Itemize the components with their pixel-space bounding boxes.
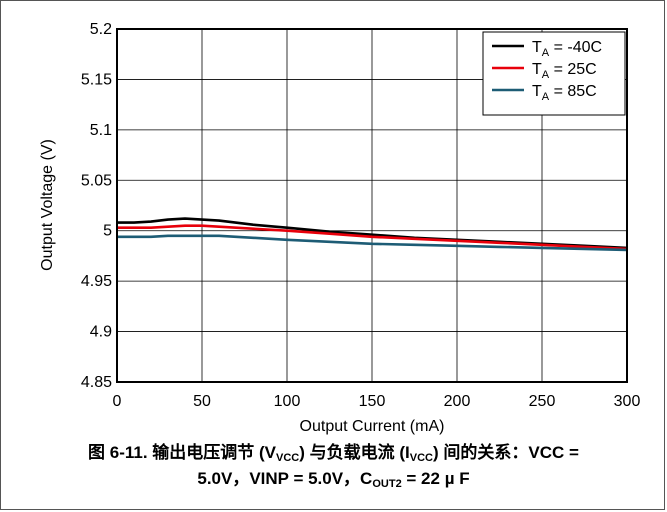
caption-subscript: VCC xyxy=(276,452,300,464)
series-line-2 xyxy=(117,234,628,252)
caption-text: ) 与负载电流 (I xyxy=(299,443,410,462)
x-tick-label: 100 xyxy=(274,393,301,410)
x-tick-label: 150 xyxy=(359,393,386,410)
caption-text: = 22 µ F xyxy=(401,469,470,488)
caption-subscript: OUT2 xyxy=(372,478,402,490)
caption-subscript: VCC xyxy=(409,452,433,464)
caption-line-2: 5.0V，VINP = 5.0V，COUT2 = 22 µ F xyxy=(10,466,657,492)
y-tick-label: 4.9 xyxy=(90,324,112,341)
x-tick-label: 250 xyxy=(529,393,556,410)
y-tick-label: 5.05 xyxy=(81,172,112,189)
y-tick-label: 4.85 xyxy=(81,374,112,391)
x-axis-label: Output Current (mA) xyxy=(300,418,445,435)
y-tick-label: 5.2 xyxy=(90,21,112,38)
y-tick-labels: 4.85 4.9 4.95 5 5.05 5.1 5.15 5.2 xyxy=(81,21,112,391)
series-line-1 xyxy=(117,224,628,251)
y-tick-label: 5 xyxy=(103,223,112,240)
caption-text: 图 6-11. 输出电压调节 (V xyxy=(88,443,277,462)
x-tick-label: 200 xyxy=(444,393,471,410)
y-tick-label: 5.1 xyxy=(90,122,112,139)
series-lines xyxy=(117,217,628,252)
x-tick-labels: 0 50 100 150 200 250 300 xyxy=(113,393,641,410)
caption-text: 5.0V，VINP = 5.0V，C xyxy=(197,469,373,488)
legend-label-0: TA = -40C xyxy=(532,39,602,59)
y-axis-label: Output Voltage (V) xyxy=(39,139,56,271)
caption-text: ) 间的关系：VCC = xyxy=(433,443,579,462)
x-tick-label: 300 xyxy=(614,393,641,410)
y-tick-label: 5.15 xyxy=(81,71,112,88)
x-tick-label: 50 xyxy=(193,393,211,410)
plot-border xyxy=(116,28,628,383)
y-tick-label: 4.95 xyxy=(81,273,112,290)
legend-label-1: TA = 25C xyxy=(532,61,597,81)
x-tick-label: 0 xyxy=(113,393,122,410)
figure-caption: 图 6-11. 输出电压调节 (VVCC) 与负载电流 (IVCC) 间的关系：… xyxy=(10,440,657,492)
caption-line-1: 图 6-11. 输出电压调节 (VVCC) 与负载电流 (IVCC) 间的关系：… xyxy=(10,440,657,466)
line-chart: 0 50 100 150 200 250 300 4.85 4.9 4.95 5 5.05 5.1 5.… xyxy=(39,21,641,435)
legend-label-2: TA = 85C xyxy=(532,83,597,103)
